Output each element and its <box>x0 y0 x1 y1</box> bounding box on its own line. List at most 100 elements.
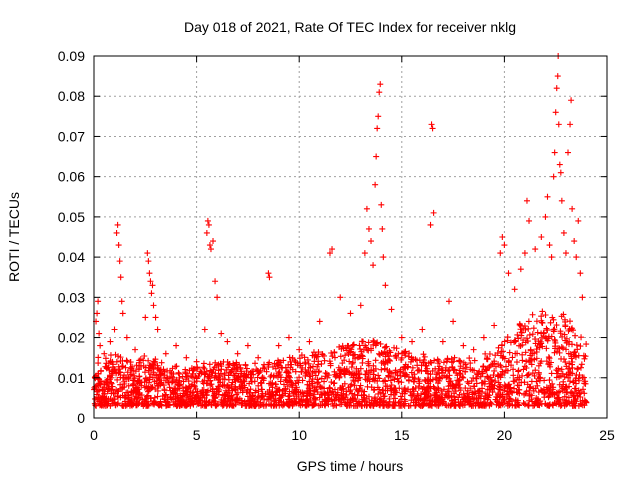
band-point <box>97 401 104 408</box>
data-point <box>147 278 154 285</box>
band-point <box>541 389 548 396</box>
band-point <box>311 368 318 375</box>
band-point <box>337 353 344 360</box>
band-point <box>424 400 431 407</box>
grid <box>94 56 607 418</box>
data-point <box>480 334 487 341</box>
band-point <box>401 364 408 371</box>
band-point <box>106 373 113 380</box>
band-point <box>393 345 400 352</box>
band-point <box>133 395 140 402</box>
band-point <box>346 398 353 405</box>
band-point <box>560 378 567 385</box>
band-point <box>381 366 388 373</box>
data-point <box>555 121 562 128</box>
band-point <box>184 401 191 408</box>
band-point <box>185 372 192 379</box>
band-point <box>533 355 540 362</box>
data-point <box>375 113 382 120</box>
band-point <box>180 378 187 385</box>
band-point <box>401 388 408 395</box>
band-point <box>270 392 277 399</box>
y-tick-label: 0 <box>77 410 85 426</box>
band-point <box>538 358 545 365</box>
data-point <box>206 242 213 249</box>
band-point <box>536 377 543 384</box>
band-point <box>343 365 350 372</box>
band-point <box>237 385 244 392</box>
band-point <box>543 358 550 365</box>
band-point <box>374 339 381 346</box>
band-point <box>518 329 525 336</box>
band-point <box>573 380 580 387</box>
band-point <box>411 371 418 378</box>
band-point <box>329 388 336 395</box>
band-point <box>348 390 355 397</box>
data-point <box>544 193 551 200</box>
band-point <box>397 398 404 405</box>
band-point <box>228 368 235 375</box>
data-point <box>460 342 467 349</box>
band-point <box>227 369 234 376</box>
band-point <box>141 369 148 376</box>
band-point <box>561 331 568 338</box>
data-point <box>577 270 584 277</box>
band-point <box>357 382 364 389</box>
band-point <box>108 370 115 377</box>
band-point <box>303 402 310 409</box>
band-point <box>496 394 503 401</box>
band-point <box>149 374 156 381</box>
band-point <box>582 353 589 360</box>
data-point <box>204 217 211 224</box>
band-point <box>556 388 563 395</box>
band-point <box>186 393 193 400</box>
band-point <box>194 388 201 395</box>
data-point <box>173 342 180 349</box>
band-point <box>195 398 202 405</box>
band-point <box>565 327 572 334</box>
band-point <box>375 390 382 397</box>
band-point <box>161 374 168 381</box>
band-point <box>182 369 189 376</box>
band-point <box>307 387 314 394</box>
band-point <box>234 374 241 381</box>
band-point <box>530 325 537 332</box>
y-tick-label: 0.06 <box>58 169 85 185</box>
band-point <box>370 337 377 344</box>
band-point <box>119 375 126 382</box>
band-point <box>469 366 476 373</box>
band-point <box>298 352 305 359</box>
band-point <box>552 337 559 344</box>
band-point <box>375 372 382 379</box>
band-point <box>141 353 148 360</box>
band-point <box>510 378 517 385</box>
band-point <box>259 386 266 393</box>
band-point <box>235 373 242 380</box>
band-point <box>105 360 112 367</box>
data-point <box>450 318 457 325</box>
band-point <box>214 400 221 407</box>
band-point <box>492 352 499 359</box>
data-point <box>538 234 545 240</box>
band-point <box>242 361 249 368</box>
band-point <box>311 401 318 408</box>
band-point <box>177 394 184 401</box>
band-point <box>304 356 311 363</box>
band-point <box>174 390 181 397</box>
band-point <box>117 381 124 388</box>
band-point <box>352 371 359 378</box>
band-point <box>109 383 116 390</box>
band-point <box>392 353 399 360</box>
band-point <box>293 400 300 407</box>
band-point <box>444 356 451 363</box>
band-point <box>574 366 581 373</box>
band-point <box>219 402 226 409</box>
band-point <box>264 396 271 403</box>
band-point <box>344 400 351 407</box>
data-point <box>556 161 563 168</box>
y-tick-label: 0.03 <box>58 289 85 305</box>
data-point <box>552 109 559 116</box>
band-point <box>322 370 329 377</box>
band-point <box>402 398 409 405</box>
